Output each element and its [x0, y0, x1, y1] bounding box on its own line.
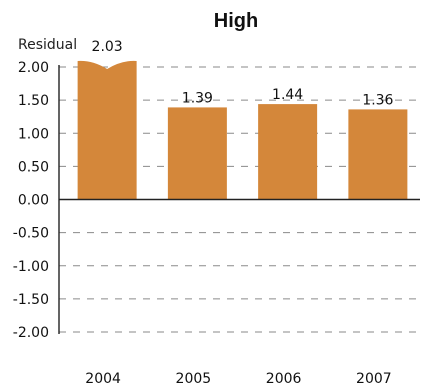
chart-title: High	[214, 10, 258, 32]
x-tick-labels: 2004 2005 2006 2007	[85, 371, 391, 385]
data-label-2005: 1.39	[182, 90, 213, 106]
bar-2005	[167, 107, 227, 200]
y-tick-label: -1.50	[13, 292, 49, 308]
data-label-2004: 2.03	[92, 39, 123, 55]
data-label-2006: 1.44	[272, 87, 303, 103]
bar-2006	[258, 104, 318, 200]
bar-2007	[348, 109, 408, 200]
y-tick-label: -2.00	[13, 325, 49, 341]
y-tick-label: 1.00	[18, 126, 49, 142]
x-tick-label-2005: 2005	[176, 371, 212, 385]
bars	[77, 60, 408, 200]
axes	[58, 65, 420, 334]
y-tick-labels: 2.00 1.50 1.00 0.50 0.00 -0.50 -1.00 -1.50 -2.00	[13, 60, 49, 341]
x-tick-label-2004: 2004	[85, 371, 121, 385]
bar-2004	[77, 60, 137, 200]
y-tick-label: 2.00	[18, 60, 49, 76]
y-tick-label: 1.50	[18, 93, 49, 109]
data-labels: 2.03 1.39 1.44 1.36	[92, 39, 394, 108]
x-tick-label-2007: 2007	[356, 371, 392, 385]
y-axis-label: Residual	[18, 37, 77, 53]
y-tick-label: 0.00	[18, 193, 49, 209]
x-tick-label-2006: 2006	[266, 371, 302, 385]
y-tick-label: -1.00	[13, 259, 49, 275]
y-tick-label: 0.50	[18, 159, 49, 175]
y-tick-label: -0.50	[13, 226, 49, 242]
data-label-2007: 1.36	[362, 92, 393, 108]
